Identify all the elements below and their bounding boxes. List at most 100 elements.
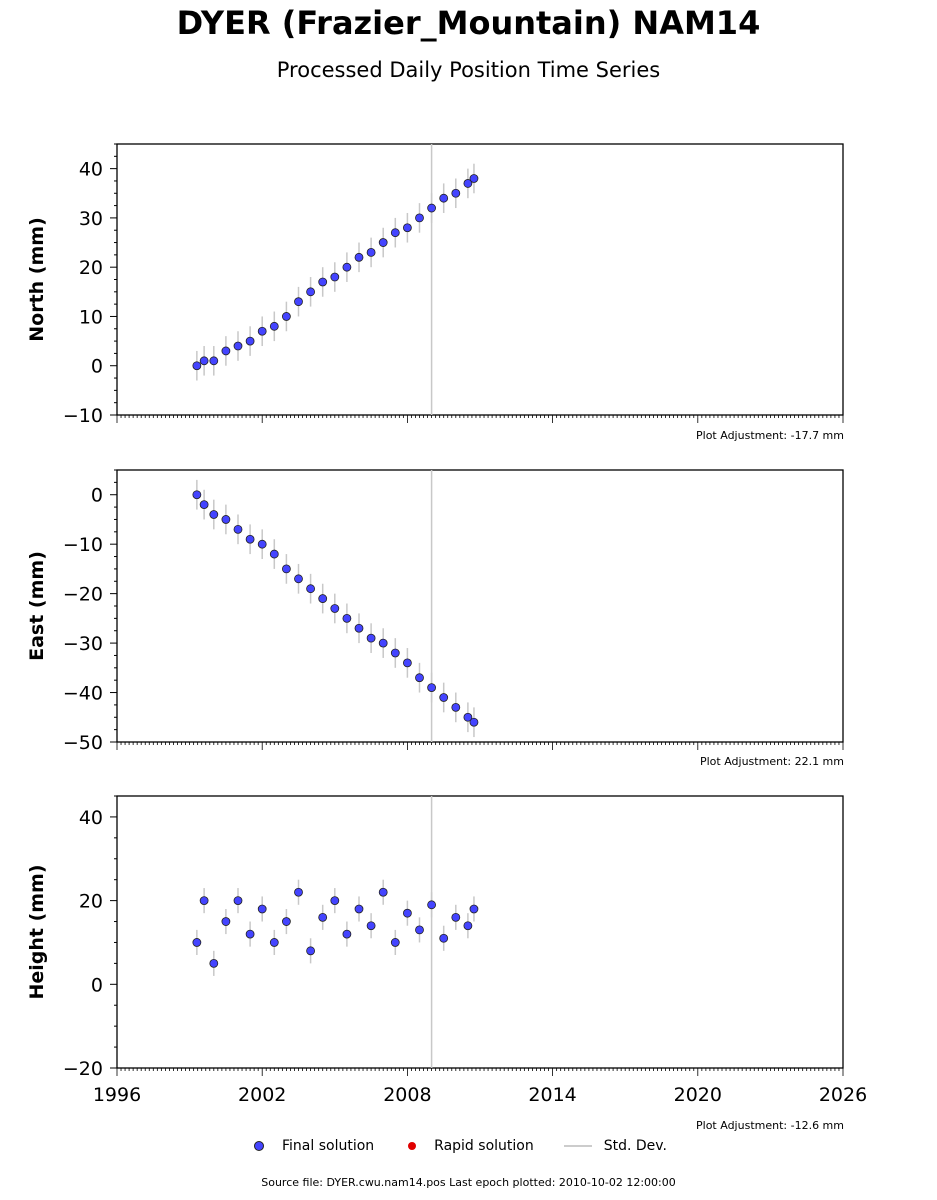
data-point: [306, 584, 316, 594]
y-tick-label: 0: [91, 485, 103, 507]
y-tick-label: −10: [63, 534, 103, 556]
data-point: [469, 717, 479, 727]
data-point: [257, 539, 267, 549]
y-tick-label: 20: [79, 891, 103, 913]
data-point: [209, 510, 219, 519]
data-point: [221, 917, 231, 926]
y-tick-label: −10: [63, 405, 103, 427]
data-point: [199, 356, 209, 366]
y-tick-label: 20: [79, 257, 103, 279]
data-point: [366, 247, 376, 257]
data-point: [402, 908, 412, 918]
data-point: [294, 887, 303, 897]
data-point: [233, 524, 243, 534]
data-point: [245, 929, 255, 939]
data-point: [342, 613, 352, 623]
east-plot-adjustment: Plot Adjustment: 22.1 mm: [699, 755, 844, 768]
data-point: [427, 203, 437, 213]
data-point: [451, 702, 461, 712]
data-point: [221, 346, 231, 356]
data-point: [233, 341, 243, 351]
data-point: [318, 594, 328, 603]
y-tick-label: −20: [63, 584, 103, 606]
data-point: [269, 321, 279, 331]
data-point: [294, 297, 303, 307]
data-point: [269, 938, 279, 947]
data-point: [354, 623, 364, 633]
y-tick-label: 40: [79, 159, 103, 181]
data-point: [257, 904, 267, 914]
data-point: [257, 326, 267, 336]
data-point: [402, 658, 412, 668]
data-point: [330, 604, 340, 613]
data-point: [281, 917, 291, 926]
height-plot-adjustment: Plot Adjustment: -12.6 mm: [696, 1119, 844, 1132]
north-plot-adjustment: Plot Adjustment: -17.7 mm: [696, 429, 844, 442]
y-tick-label: 30: [79, 208, 103, 230]
x-tick-label: 2020: [674, 1084, 722, 1106]
data-point: [245, 534, 255, 544]
data-point: [451, 188, 461, 198]
data-point: [390, 228, 400, 238]
data-point: [427, 683, 437, 692]
y-tick-label: −40: [63, 683, 103, 705]
legend-std-label: Std. Dev.: [603, 1138, 667, 1154]
data-point: [378, 238, 388, 247]
data-point: [390, 938, 400, 947]
x-tick-label: 2002: [238, 1084, 286, 1106]
data-point: [415, 925, 424, 935]
data-point: [192, 361, 202, 371]
data-point: [281, 312, 291, 321]
y-axis-label: East (mm): [26, 551, 48, 661]
y-tick-label: 40: [79, 807, 103, 829]
x-tick-label: 1996: [93, 1084, 141, 1106]
data-point: [451, 912, 461, 922]
legend-final-label: Final solution: [282, 1138, 375, 1154]
data-point: [192, 938, 202, 947]
data-point: [281, 564, 291, 574]
data-point: [463, 921, 473, 931]
data-point: [221, 515, 231, 524]
y-tick-label: 10: [79, 306, 103, 328]
data-point: [463, 179, 473, 188]
legend-rapid-label: Rapid solution: [434, 1138, 534, 1154]
rapid-solution-marker-icon: [408, 1142, 417, 1150]
x-tick-label: 2026: [819, 1084, 867, 1106]
y-axis-label: Height (mm): [26, 864, 48, 999]
data-point: [209, 356, 219, 366]
data-point: [199, 500, 209, 510]
plot-frame-0: [116, 143, 844, 416]
data-point: [199, 896, 209, 906]
y-tick-label: 0: [91, 356, 103, 378]
data-point: [378, 638, 388, 648]
data-point: [318, 277, 328, 287]
data-point: [427, 900, 437, 910]
data-point: [469, 904, 479, 914]
data-point: [269, 549, 279, 559]
data-point: [439, 933, 449, 943]
data-point: [233, 896, 243, 906]
std-dev-line-icon: [563, 1145, 592, 1147]
y-tick-label: −50: [63, 732, 103, 754]
data-point: [245, 336, 255, 346]
data-point: [306, 287, 316, 297]
data-point: [209, 958, 219, 968]
data-point: [378, 887, 388, 897]
data-point: [306, 946, 316, 956]
data-point: [439, 193, 449, 203]
data-point: [366, 633, 376, 643]
data-point: [192, 490, 202, 500]
y-tick-label: −20: [63, 1058, 103, 1080]
data-point: [354, 904, 364, 914]
x-tick-label: 2008: [383, 1084, 431, 1106]
data-point: [469, 174, 479, 183]
data-point: [463, 712, 473, 722]
data-point: [390, 648, 400, 658]
y-axis-label: North (mm): [26, 217, 48, 342]
data-point: [342, 262, 352, 272]
legend-std: Std. Dev.: [563, 1138, 667, 1154]
legend: Final solution Rapid solution Std. Dev.: [250, 1138, 697, 1154]
data-point: [330, 896, 340, 906]
x-tick-label: 2014: [528, 1084, 576, 1106]
